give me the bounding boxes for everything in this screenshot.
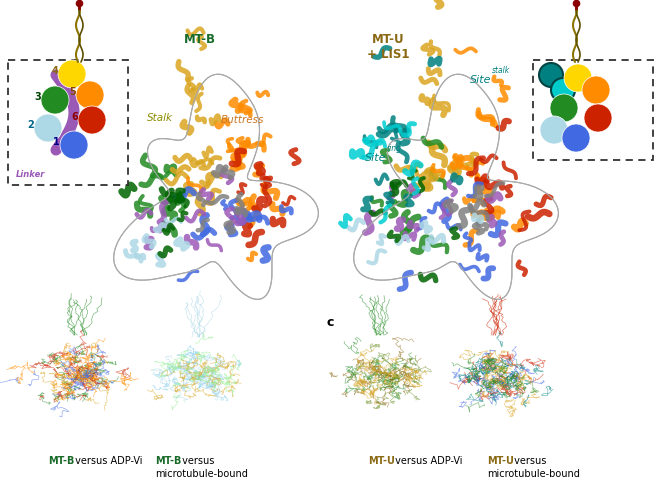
- Text: Site: Site: [470, 75, 492, 85]
- Circle shape: [584, 104, 612, 132]
- Circle shape: [34, 114, 62, 142]
- FancyBboxPatch shape: [8, 60, 128, 185]
- Text: versus: versus: [179, 456, 214, 466]
- Circle shape: [564, 64, 592, 92]
- Text: MT-U: MT-U: [368, 456, 395, 466]
- Text: 1: 1: [54, 137, 60, 147]
- Text: Linker: Linker: [16, 170, 46, 179]
- FancyBboxPatch shape: [533, 60, 653, 160]
- Circle shape: [582, 76, 610, 104]
- Text: 3: 3: [34, 92, 41, 102]
- Text: 4: 4: [52, 66, 58, 76]
- Circle shape: [550, 94, 578, 122]
- Circle shape: [58, 60, 86, 88]
- Text: MT-B: MT-B: [48, 456, 75, 466]
- Circle shape: [539, 63, 563, 87]
- Text: Buttress: Buttress: [220, 115, 264, 125]
- Text: versus ADP-Vi: versus ADP-Vi: [392, 456, 463, 466]
- Text: MT-B: MT-B: [155, 456, 181, 466]
- Text: microtubule-bound: microtubule-bound: [487, 469, 580, 479]
- Circle shape: [562, 124, 590, 152]
- Polygon shape: [354, 74, 559, 300]
- Polygon shape: [114, 74, 319, 300]
- Point: [74, 0, 85, 7]
- Text: c: c: [327, 316, 334, 329]
- Text: MT-U
+ LIS1: MT-U + LIS1: [367, 33, 409, 61]
- Text: ring: ring: [387, 144, 402, 153]
- Circle shape: [78, 106, 106, 134]
- Point: [570, 0, 581, 7]
- Text: 5: 5: [69, 87, 76, 97]
- Text: 2: 2: [27, 120, 34, 130]
- Text: Stalk: Stalk: [147, 113, 173, 123]
- Text: versus: versus: [511, 456, 547, 466]
- Circle shape: [551, 78, 575, 102]
- Text: 6: 6: [71, 112, 78, 122]
- Circle shape: [76, 81, 104, 109]
- Text: microtubule-bound: microtubule-bound: [155, 469, 248, 479]
- Text: MT-B: MT-B: [184, 33, 216, 46]
- Text: Site: Site: [365, 153, 387, 163]
- Text: stalk: stalk: [492, 66, 510, 75]
- Text: MT-U: MT-U: [487, 456, 514, 466]
- Circle shape: [60, 131, 88, 159]
- Circle shape: [540, 116, 568, 144]
- Text: versus ADP-Vi: versus ADP-Vi: [72, 456, 143, 466]
- Circle shape: [41, 86, 69, 114]
